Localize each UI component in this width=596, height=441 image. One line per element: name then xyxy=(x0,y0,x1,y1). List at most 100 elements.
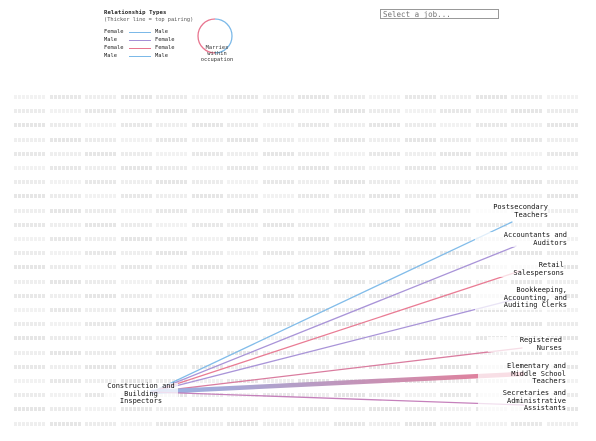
grid-cell xyxy=(298,251,330,256)
grid-cell xyxy=(120,293,152,298)
grid-cell xyxy=(333,95,365,99)
grid-cell xyxy=(404,194,436,199)
connected-job-label[interactable]: Postsecondary Teachers xyxy=(470,203,548,220)
grid-cell xyxy=(440,137,472,142)
grid-cell xyxy=(404,166,436,170)
grid-cell xyxy=(511,279,543,284)
grid-cell xyxy=(511,222,543,227)
grid-cell xyxy=(298,180,330,185)
legend-title: Relationship Types xyxy=(104,10,167,16)
grid-cell xyxy=(49,208,81,213)
grid-cell xyxy=(333,166,365,170)
grid-cell xyxy=(404,308,436,312)
grid-cell xyxy=(404,350,436,355)
grid-cell xyxy=(546,421,578,426)
grid-cell xyxy=(156,123,188,128)
grid-cell xyxy=(440,407,472,412)
grid-cell xyxy=(369,251,401,256)
connection-line[interactable] xyxy=(151,245,517,393)
grid-cell xyxy=(333,265,365,270)
grid-cell xyxy=(546,123,578,128)
grid-cell xyxy=(227,95,259,99)
grid-cell xyxy=(14,322,46,327)
grid-cell xyxy=(369,265,401,270)
grid-cell xyxy=(49,109,81,114)
grid-cell xyxy=(440,308,472,312)
grid-cell xyxy=(14,379,46,383)
connection-line[interactable] xyxy=(151,298,517,393)
grid-cell xyxy=(156,251,188,256)
job-search-input[interactable] xyxy=(380,9,499,19)
grid-cell xyxy=(191,293,223,298)
grid-cell xyxy=(440,222,472,227)
grid-cell xyxy=(333,237,365,241)
connected-job-label[interactable]: Registered Nurses xyxy=(488,336,562,353)
connected-job-label[interactable]: Retail Salespersons xyxy=(490,261,564,278)
grid-cell xyxy=(14,336,46,341)
legend-swatch xyxy=(129,48,151,50)
grid-cell xyxy=(156,308,188,312)
legend-row-left: Female xyxy=(104,45,124,51)
legend-circle-label: Marries within occupation xyxy=(200,45,234,63)
grid-cell xyxy=(298,265,330,270)
grid-cell xyxy=(156,222,188,227)
grid-cell xyxy=(333,293,365,298)
grid-cell xyxy=(120,208,152,213)
grid-cell xyxy=(120,279,152,284)
connected-job-label[interactable]: Bookkeeping, Accounting, and Auditing Cl… xyxy=(475,286,567,310)
grid-cell xyxy=(156,364,188,369)
legend-subtitle: (Thicker line = top pairing) xyxy=(104,17,194,23)
connected-job-label[interactable]: Accountants and Auditors xyxy=(475,231,567,248)
grid-cell xyxy=(49,265,81,270)
connection-line[interactable] xyxy=(149,371,525,395)
grid-cell xyxy=(440,364,472,369)
grid-cell xyxy=(333,336,365,341)
grid-cell xyxy=(333,137,365,142)
grid-cell xyxy=(369,393,401,398)
grid-cell xyxy=(191,279,223,284)
connection-line[interactable] xyxy=(151,221,513,393)
grid-cell xyxy=(227,279,259,284)
grid-cell xyxy=(333,308,365,312)
grid-cell xyxy=(120,137,152,142)
grid-cell xyxy=(14,180,46,185)
grid-cell xyxy=(546,95,578,99)
connection-line[interactable] xyxy=(151,270,521,393)
grid-cell xyxy=(440,109,472,114)
grid-cell xyxy=(440,95,472,99)
grid-cell xyxy=(511,194,543,199)
grid-cell xyxy=(475,166,507,170)
grid-cell xyxy=(156,293,188,298)
grid-cell xyxy=(475,95,507,99)
grid-cell xyxy=(262,137,294,142)
grid-cell xyxy=(546,350,578,355)
grid-cell xyxy=(227,407,259,412)
grid-cell xyxy=(404,237,436,241)
selected-job-label[interactable]: Construction and Building Inspectors xyxy=(104,382,178,406)
grid-cell xyxy=(120,194,152,199)
grid-cell xyxy=(191,208,223,213)
connected-job-label[interactable]: Elementary and Middle School Teachers xyxy=(478,362,566,386)
grid-cell xyxy=(191,194,223,199)
legend-row-male-female: Male Female xyxy=(104,37,194,45)
grid-cell xyxy=(156,194,188,199)
grid-cell xyxy=(120,251,152,256)
grid-cell xyxy=(546,194,578,199)
grid-cell xyxy=(511,308,543,312)
grid-cell xyxy=(227,265,259,270)
grid-cell xyxy=(404,95,436,99)
grid-cell xyxy=(85,222,117,227)
connection-line[interactable] xyxy=(151,391,525,406)
grid-cell xyxy=(298,322,330,327)
grid-cell xyxy=(404,364,436,369)
grid-cell xyxy=(227,421,259,426)
grid-cell xyxy=(227,293,259,298)
grid-cell xyxy=(369,364,401,369)
connected-job-label[interactable]: Secretaries and Administrative Assistant… xyxy=(478,389,566,413)
grid-cell xyxy=(191,322,223,327)
grid-cell xyxy=(404,109,436,114)
connection-line[interactable] xyxy=(151,347,523,393)
legend-row-right: Female xyxy=(155,37,175,43)
grid-cell xyxy=(191,151,223,156)
